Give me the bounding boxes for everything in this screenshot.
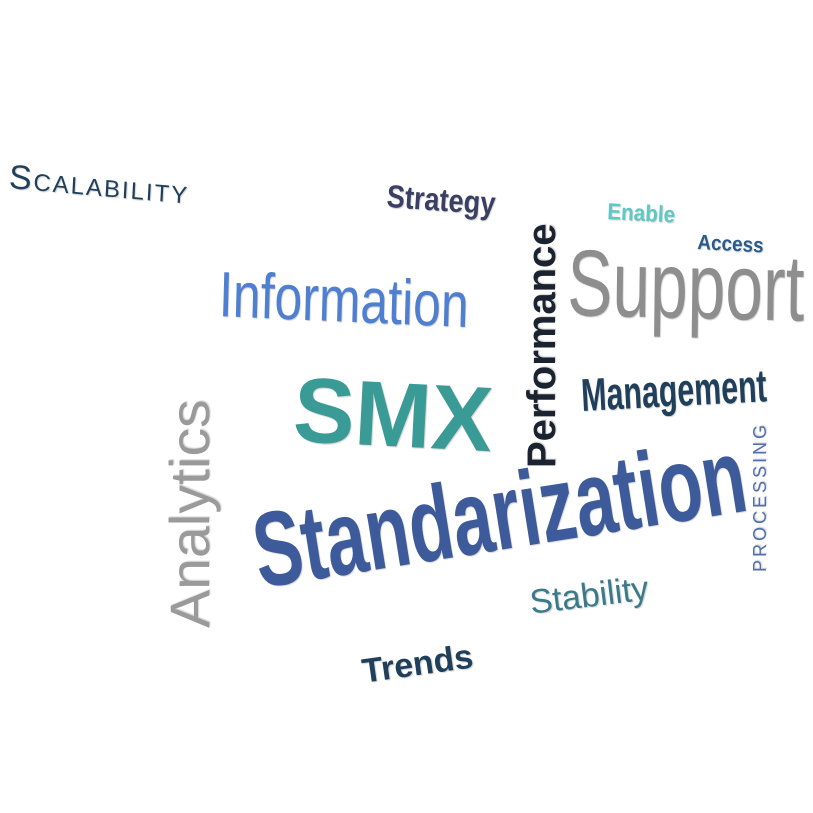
word-management: Management	[579, 359, 768, 421]
word-support: Support	[566, 230, 806, 341]
word-information: Information	[218, 258, 470, 342]
word-trends: Trends	[359, 637, 476, 691]
word-smx: SMX	[290, 359, 496, 472]
word-strategy: Strategy	[385, 178, 497, 222]
word-analytics: Analytics	[158, 399, 221, 628]
word-stability: Stability	[527, 569, 651, 622]
word-processing: PROCESSING	[750, 421, 770, 572]
word-performance: Performance	[520, 223, 564, 468]
word-enable: Enable	[606, 198, 676, 228]
word-scalability: Scalability	[8, 158, 191, 212]
